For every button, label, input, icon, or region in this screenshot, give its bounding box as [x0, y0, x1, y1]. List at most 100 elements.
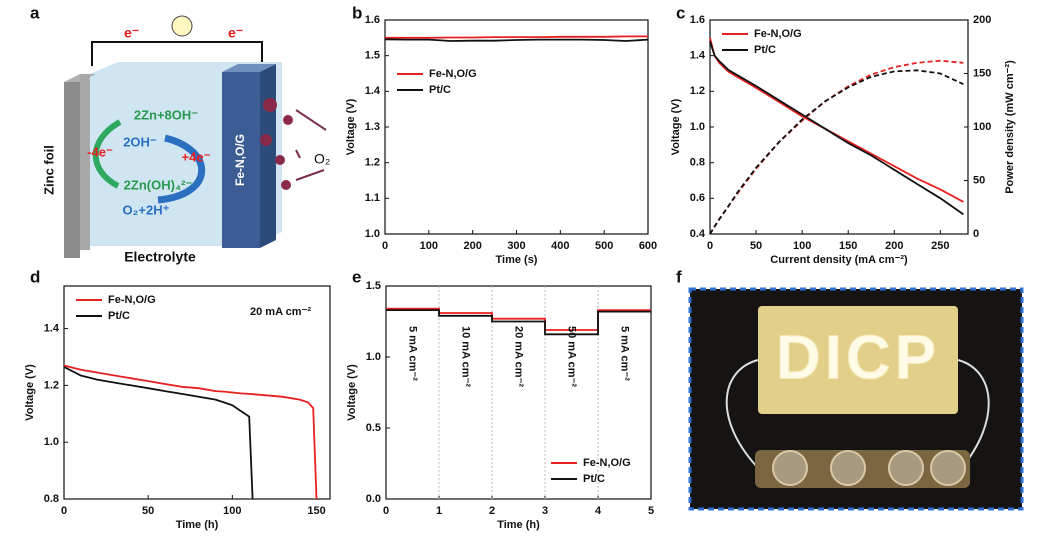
o2-bubble	[263, 98, 277, 112]
x-tick-label: 100	[793, 240, 811, 252]
annotation: 50 mA cm⁻²	[566, 326, 578, 387]
x-tick-label: 300	[507, 240, 525, 252]
x-tick-label: 500	[595, 240, 613, 252]
cell	[830, 450, 866, 486]
annotation: 5 mA cm⁻²	[619, 326, 631, 381]
y-tick-label: 1.5	[366, 280, 381, 292]
o2-bubble	[281, 180, 291, 190]
cathode	[222, 72, 260, 248]
legend-label: Pt/C	[754, 44, 776, 56]
bulb	[171, 15, 193, 37]
o2-bubble	[275, 155, 285, 165]
electron-label: e⁻	[228, 25, 243, 41]
series-line	[63, 366, 254, 500]
legend-label: Fe-N,O/G	[754, 28, 802, 40]
y2-tick-label: 50	[973, 174, 985, 186]
y-tick-label: 0.8	[44, 493, 59, 505]
x-axis-label: Time (s)	[496, 254, 538, 266]
y-tick-label: 1.0	[44, 436, 59, 448]
anode-label: Zinc foil	[41, 145, 56, 195]
series-line	[385, 35, 648, 39]
legend-label: Pt/C	[583, 473, 605, 485]
cathode-top	[222, 64, 276, 72]
panel-label: f	[676, 267, 682, 286]
plot-frame	[709, 19, 969, 235]
y-tick-label: 0.4	[690, 228, 706, 240]
y-tick-label: 1.0	[365, 228, 380, 240]
series-line	[709, 37, 964, 203]
y-axis-label: Voltage (V)	[345, 98, 357, 155]
y-tick-label: 1.2	[44, 379, 59, 391]
y-tick-label: 1.0	[690, 121, 705, 133]
x-tick-label: 100	[223, 505, 241, 517]
x-tick-label: 0	[61, 505, 67, 517]
cell	[888, 450, 924, 486]
o2-bubble	[283, 115, 293, 125]
x-axis-label: Current density (mA cm⁻²)	[770, 254, 908, 266]
series-line	[709, 69, 964, 235]
y2-tick-label: 100	[973, 121, 991, 133]
zinc-side	[80, 74, 90, 250]
cell-diagram: e⁻ e⁻ Zinc foil -4e⁻ 2Zn+8OH⁻ 2OH⁻ +4e⁻ …	[41, 15, 330, 265]
y-tick-label: 1.0	[366, 351, 381, 363]
y2-tick-label: 0	[973, 228, 979, 240]
y-tick-label: 1.4	[690, 50, 706, 62]
y-tick-label: 0.6	[690, 192, 705, 204]
y2-tick-label: 150	[973, 67, 991, 79]
series-line	[709, 59, 964, 235]
panel-label: a	[30, 3, 40, 22]
x-tick-label: 200	[885, 240, 903, 252]
y-tick-label: 1.2	[690, 85, 705, 97]
panel-label: e	[352, 267, 361, 286]
reaction-label: O₂+2H⁺	[123, 202, 170, 217]
x-tick-label: 50	[142, 505, 154, 517]
y-tick-label: 1.6	[690, 14, 705, 26]
reaction-label: 2Zn+8OH⁻	[134, 107, 198, 122]
x-tick-label: 5	[648, 505, 654, 517]
plot-frame	[385, 285, 652, 500]
o2-bubble	[260, 134, 272, 146]
plot-frame	[384, 19, 649, 235]
series-line	[709, 41, 964, 216]
y2-axis-label: Power density (mW cm⁻²)	[1004, 60, 1016, 194]
x-tick-label: 2	[489, 505, 495, 517]
panel-label: c	[676, 3, 685, 22]
sign-panel	[758, 306, 958, 414]
x-tick-label: 600	[639, 240, 657, 252]
legend-label: Fe-N,O/G	[583, 457, 631, 469]
x-tick-label: 200	[463, 240, 481, 252]
reaction-label: 2OH⁻	[123, 134, 157, 149]
y-tick-label: 1.1	[365, 192, 380, 204]
y-tick-label: 0.5	[366, 422, 381, 434]
cathode-arrow	[157, 134, 206, 204]
x-axis-label: Time (h)	[497, 519, 540, 531]
x-tick-label: 100	[420, 240, 438, 252]
wire	[91, 41, 263, 66]
legend-label: Pt/C	[108, 310, 130, 322]
y-axis-label: Voltage (V)	[346, 364, 358, 421]
legend-label: Fe-N,O/G	[429, 68, 477, 80]
y-axis-label: Voltage (V)	[24, 364, 36, 421]
zinc-foil	[64, 82, 80, 258]
y-tick-label: 0.8	[690, 157, 705, 169]
x-tick-label: 400	[551, 240, 569, 252]
x-tick-label: 1	[436, 505, 442, 517]
series-line	[386, 309, 651, 336]
electron-label: e⁻	[124, 25, 139, 41]
y2-tick-label: 200	[973, 14, 991, 26]
y-tick-label: 1.5	[365, 50, 380, 62]
y-tick-label: 1.6	[365, 14, 380, 26]
y-tick-label: 1.2	[365, 157, 380, 169]
panel-label: b	[352, 3, 362, 22]
legend-label: Pt/C	[429, 84, 451, 96]
wires	[725, 359, 990, 471]
cathode-side	[260, 64, 276, 248]
series-line	[384, 38, 649, 42]
x-tick-label: 50	[750, 240, 762, 252]
y-tick-label: 1.3	[365, 121, 380, 133]
y-tick-label: 1.4	[44, 323, 60, 335]
y-axis-label: Voltage (V)	[670, 98, 682, 155]
plot-frame	[63, 285, 331, 500]
sign-text: DICP	[776, 323, 940, 392]
